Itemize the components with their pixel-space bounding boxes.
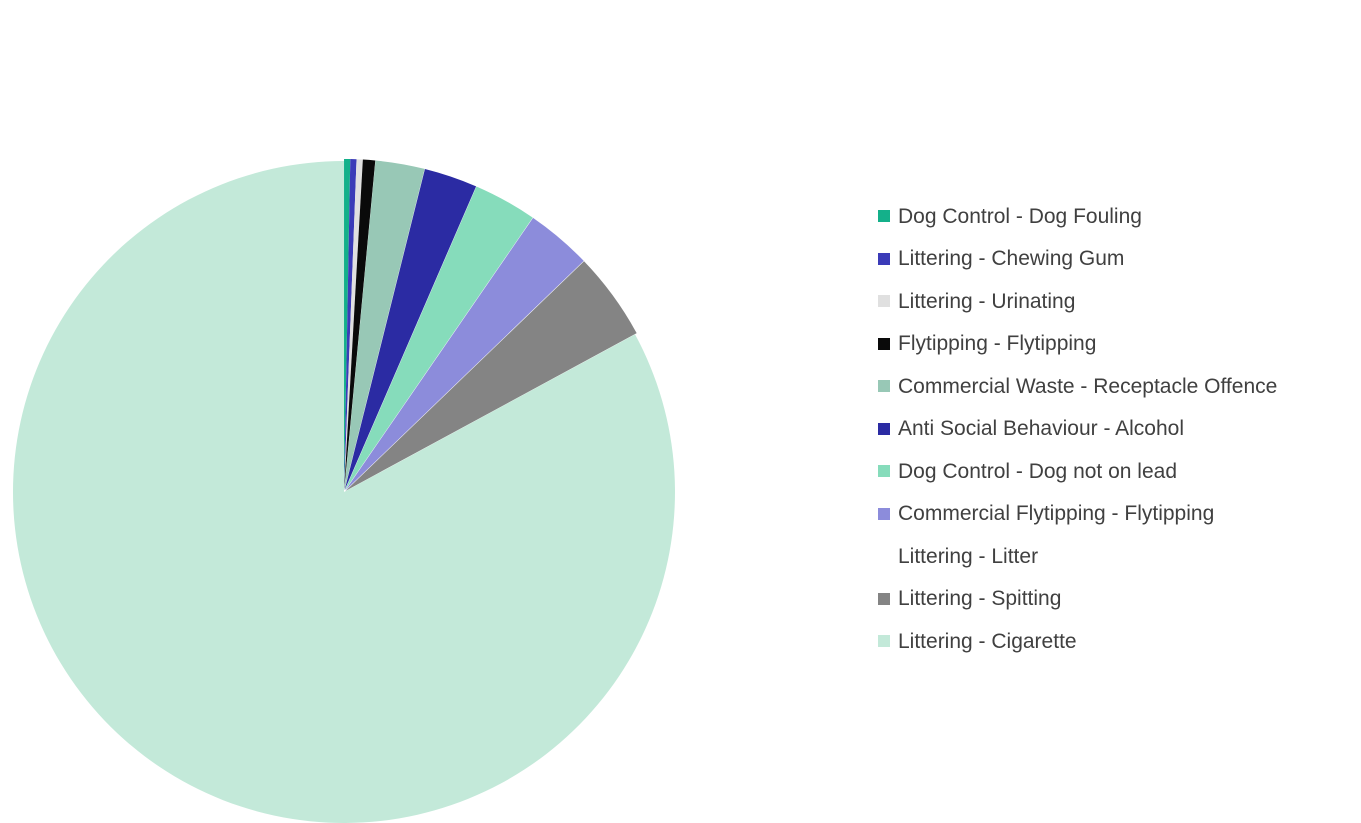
pie-slice-9: [345, 261, 637, 491]
legend-label: Littering - Chewing Gum: [898, 247, 1125, 271]
pie-slice-2: [344, 159, 363, 491]
legend-item: Anti Social Behaviour - Alcohol: [878, 408, 1277, 451]
legend-label: Flytipping - Flytipping: [898, 332, 1097, 356]
legend-swatch: [878, 550, 890, 563]
legend-swatch: [878, 465, 890, 478]
legend-item: Littering - Urinating: [878, 280, 1277, 323]
legend-item: Littering - Spitting: [878, 578, 1277, 621]
legend-item: Littering - Litter: [878, 535, 1277, 578]
legend-swatch: [878, 380, 890, 393]
pie-slice-0: [344, 159, 351, 490]
legend-item: Littering - Cigarette: [878, 620, 1277, 663]
pie-slice-6: [344, 186, 533, 491]
legend-swatch: [878, 592, 890, 605]
legend-label: Anti Social Behaviour - Alcohol: [898, 417, 1184, 441]
legend-swatch: [878, 422, 890, 435]
legend-item: Littering - Chewing Gum: [878, 238, 1277, 281]
legend-label: Littering - Cigarette: [898, 629, 1077, 653]
legend-item: Dog Control - Dog not on lead: [878, 450, 1277, 493]
legend: Dog Control - Dog Fouling Littering - Che…: [878, 195, 1277, 663]
legend-item: Flytipping - Flytipping: [878, 323, 1277, 366]
legend-label: Commercial Waste - Receptacle Offence: [898, 374, 1278, 398]
pie-slice-3: [344, 159, 376, 491]
legend-item: Commercial Flytipping - Flytipping: [878, 493, 1277, 536]
legend-label: Littering - Spitting: [898, 587, 1062, 611]
legend-label: Commercial Flytipping - Flytipping: [898, 502, 1215, 526]
legend-label: Littering - Litter: [898, 544, 1039, 568]
legend-label: Dog Control - Dog not on lead: [898, 459, 1177, 483]
legend-label: Dog Control - Dog Fouling: [898, 204, 1142, 228]
legend-label: Littering - Urinating: [898, 289, 1076, 313]
pie-slice-5: [344, 168, 477, 491]
pie-slice-1: [344, 159, 357, 490]
legend-item: Dog Control - Dog Fouling: [878, 195, 1277, 238]
pie-slice-10: [12, 161, 675, 823]
pie-slice-7: [345, 217, 584, 491]
legend-swatch: [878, 635, 890, 648]
legend-swatch: [878, 210, 890, 223]
legend-swatch: [878, 507, 890, 520]
pie-slice-4: [344, 160, 425, 491]
legend-item: Commercial Waste - Receptacle Offence: [878, 365, 1277, 408]
legend-swatch: [878, 337, 890, 350]
legend-swatch: [878, 252, 890, 265]
legend-swatch: [878, 295, 890, 308]
